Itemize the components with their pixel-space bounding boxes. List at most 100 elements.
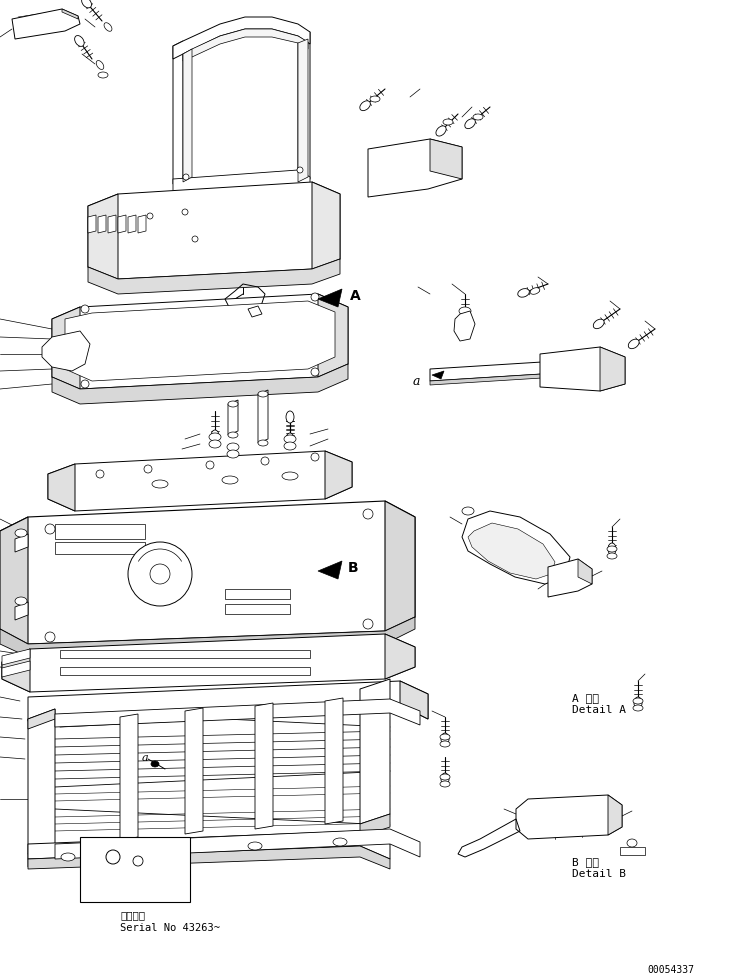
Ellipse shape <box>82 0 92 9</box>
Polygon shape <box>0 617 415 658</box>
Polygon shape <box>400 681 428 719</box>
Circle shape <box>150 565 170 584</box>
Polygon shape <box>28 844 55 868</box>
Polygon shape <box>318 562 342 579</box>
Polygon shape <box>454 312 475 342</box>
Polygon shape <box>48 451 352 512</box>
Circle shape <box>81 381 89 389</box>
Circle shape <box>183 175 189 181</box>
Ellipse shape <box>286 434 294 446</box>
Bar <box>80 837 190 902</box>
Polygon shape <box>173 171 310 196</box>
Ellipse shape <box>436 127 446 137</box>
Polygon shape <box>108 216 116 234</box>
Ellipse shape <box>227 450 239 458</box>
Ellipse shape <box>633 705 643 711</box>
Polygon shape <box>15 603 28 620</box>
Ellipse shape <box>15 530 27 537</box>
Polygon shape <box>52 364 348 404</box>
Circle shape <box>81 306 89 314</box>
Polygon shape <box>608 795 622 835</box>
Circle shape <box>261 457 269 465</box>
Bar <box>225 605 290 615</box>
Ellipse shape <box>441 734 449 745</box>
Ellipse shape <box>104 23 112 32</box>
Polygon shape <box>2 650 30 693</box>
Polygon shape <box>600 348 625 392</box>
Polygon shape <box>468 524 555 579</box>
Ellipse shape <box>370 97 380 103</box>
Ellipse shape <box>284 436 296 444</box>
Polygon shape <box>430 140 462 180</box>
Circle shape <box>182 210 188 216</box>
Ellipse shape <box>258 392 268 398</box>
Ellipse shape <box>151 761 159 767</box>
Polygon shape <box>28 709 55 854</box>
Polygon shape <box>462 512 570 584</box>
Circle shape <box>192 236 198 242</box>
Polygon shape <box>55 700 420 727</box>
Polygon shape <box>128 216 136 234</box>
Polygon shape <box>120 714 138 840</box>
Polygon shape <box>548 560 592 597</box>
Ellipse shape <box>440 735 450 741</box>
Bar <box>55 525 145 539</box>
Ellipse shape <box>209 434 221 442</box>
Ellipse shape <box>228 433 238 439</box>
Polygon shape <box>118 216 126 234</box>
Circle shape <box>133 856 143 867</box>
Circle shape <box>206 461 214 470</box>
Bar <box>60 651 310 658</box>
Polygon shape <box>385 501 415 631</box>
Polygon shape <box>12 10 80 40</box>
Bar <box>60 667 310 675</box>
Ellipse shape <box>440 782 450 787</box>
Polygon shape <box>368 140 462 197</box>
Ellipse shape <box>360 102 370 111</box>
Ellipse shape <box>441 773 449 786</box>
Circle shape <box>144 465 152 474</box>
Polygon shape <box>325 699 343 825</box>
Polygon shape <box>430 371 598 386</box>
Polygon shape <box>430 360 598 382</box>
Polygon shape <box>248 307 262 318</box>
Polygon shape <box>298 40 308 183</box>
Circle shape <box>297 168 303 174</box>
Polygon shape <box>28 681 428 721</box>
Ellipse shape <box>211 431 219 443</box>
Polygon shape <box>173 18 310 60</box>
Ellipse shape <box>286 411 294 424</box>
Circle shape <box>147 214 153 220</box>
Polygon shape <box>298 33 310 185</box>
Text: a: a <box>142 752 149 762</box>
Ellipse shape <box>284 443 296 450</box>
Polygon shape <box>55 829 420 859</box>
Polygon shape <box>540 348 625 392</box>
Text: A: A <box>350 289 361 303</box>
Polygon shape <box>28 831 390 859</box>
Polygon shape <box>183 50 192 183</box>
Ellipse shape <box>593 319 604 329</box>
Text: 00054337: 00054337 <box>647 964 694 974</box>
Ellipse shape <box>530 288 539 295</box>
Polygon shape <box>15 534 28 552</box>
Ellipse shape <box>152 481 168 488</box>
Polygon shape <box>183 30 308 62</box>
Polygon shape <box>48 464 75 512</box>
Polygon shape <box>0 518 28 645</box>
Polygon shape <box>88 216 96 234</box>
Polygon shape <box>2 634 415 693</box>
Text: A 詳細: A 詳細 <box>572 693 599 702</box>
Bar <box>55 542 145 554</box>
Text: Detail B: Detail B <box>572 869 626 878</box>
Ellipse shape <box>634 698 642 709</box>
Polygon shape <box>2 661 30 677</box>
Polygon shape <box>65 302 335 382</box>
Ellipse shape <box>633 699 643 704</box>
Polygon shape <box>173 42 183 185</box>
Circle shape <box>96 471 104 479</box>
Circle shape <box>106 850 120 864</box>
Ellipse shape <box>628 340 639 350</box>
Polygon shape <box>385 634 415 679</box>
Bar <box>225 589 290 599</box>
